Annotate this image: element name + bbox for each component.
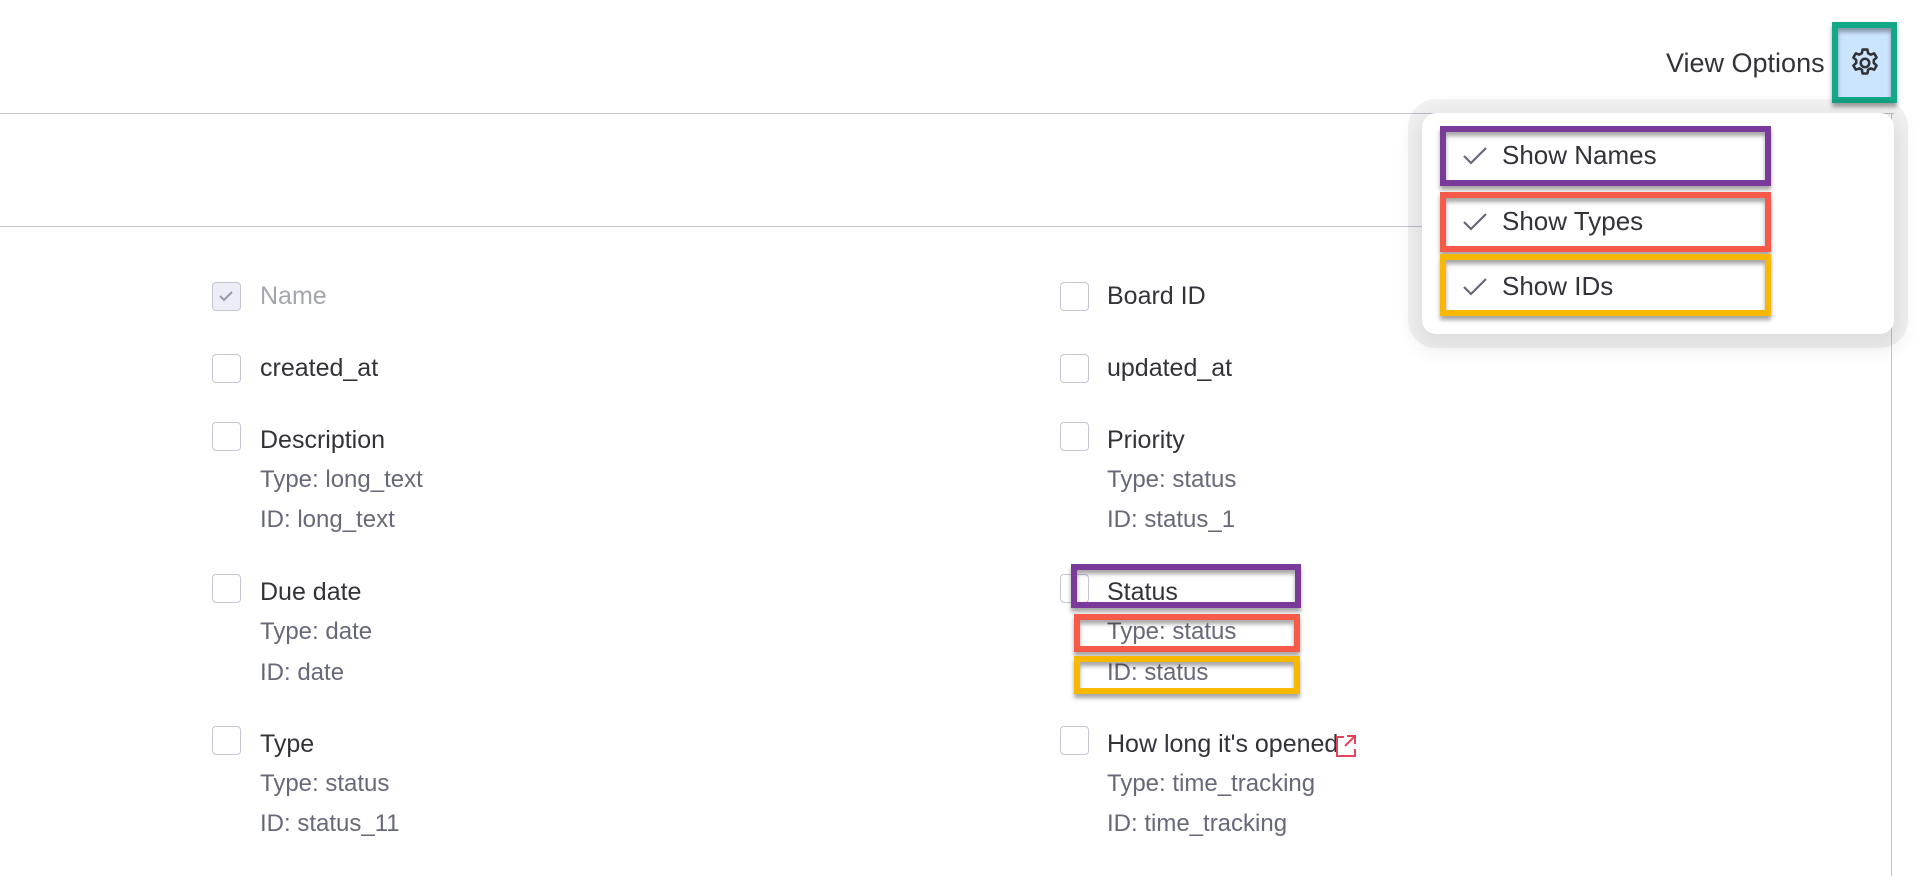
- menu-item-show-names[interactable]: Show Names: [1442, 127, 1771, 184]
- check-icon: [1463, 212, 1487, 231]
- checkbox-created-at[interactable]: [212, 354, 241, 383]
- checkbox-priority[interactable]: [1060, 422, 1089, 451]
- view-options-button[interactable]: [1832, 22, 1897, 103]
- column-updated-at-label: updated_at: [1107, 354, 1233, 382]
- section-divider: [0, 226, 1430, 227]
- column-how-long-opened-id: ID: time_tracking: [1107, 810, 1288, 837]
- column-due-date-id: ID: date: [260, 659, 345, 686]
- view-options-menu: [1422, 113, 1894, 334]
- menu-item-label: Show IDs: [1502, 271, 1614, 301]
- check-icon: [219, 291, 233, 302]
- annotation-status-name: [1071, 564, 1301, 608]
- gear-icon: [1851, 47, 1878, 75]
- column-type-type: Type: status: [260, 770, 390, 797]
- column-priority-label: Priority: [1107, 426, 1185, 454]
- column-type-label: Type: [260, 730, 315, 758]
- checkbox-updated-at[interactable]: [1060, 354, 1089, 383]
- checkbox-type[interactable]: [212, 726, 241, 755]
- column-status-id: ID: status: [1107, 659, 1209, 686]
- column-priority-id: ID: status_1: [1107, 506, 1236, 533]
- view-options-label: View Options: [1666, 48, 1825, 78]
- menu-item-label: Show Types: [1502, 206, 1644, 236]
- checkbox-status[interactable]: [1060, 574, 1089, 603]
- column-how-long-opened-label: How long it's opened: [1107, 730, 1339, 758]
- column-status-type: Type: status: [1107, 618, 1237, 645]
- column-description-type: Type: long_text: [260, 466, 423, 493]
- column-name-label: Name: [260, 282, 327, 310]
- column-due-date-type: Type: date: [260, 618, 373, 645]
- menu-item-label: Show Names: [1502, 140, 1657, 170]
- column-priority-type: Type: status: [1107, 466, 1237, 493]
- column-description-label: Description: [260, 426, 386, 454]
- top-divider: [0, 113, 1894, 114]
- checkbox-name: [212, 282, 241, 311]
- column-how-long-opened-type: Type: time_tracking: [1107, 770, 1316, 797]
- menu-item-show-types[interactable]: Show Types: [1442, 193, 1771, 250]
- checkbox-board-id[interactable]: [1060, 282, 1089, 311]
- check-icon: [1463, 146, 1487, 165]
- checkbox-description[interactable]: [212, 422, 241, 451]
- column-due-date-label: Due date: [260, 578, 362, 606]
- column-board-id-label: Board ID: [1107, 282, 1206, 310]
- checkbox-how-long-opened[interactable]: [1060, 726, 1089, 755]
- column-created-at-label: created_at: [260, 354, 379, 382]
- column-status-label: Status: [1107, 578, 1178, 606]
- column-description-id: ID: long_text: [260, 506, 395, 533]
- column-type-id: ID: status_11: [260, 810, 400, 837]
- right-border: [1891, 113, 1892, 876]
- checkbox-due-date[interactable]: [212, 574, 241, 603]
- check-icon: [1463, 277, 1487, 296]
- menu-item-show-ids[interactable]: Show IDs: [1442, 258, 1771, 315]
- external-link-icon[interactable]: [1334, 733, 1358, 759]
